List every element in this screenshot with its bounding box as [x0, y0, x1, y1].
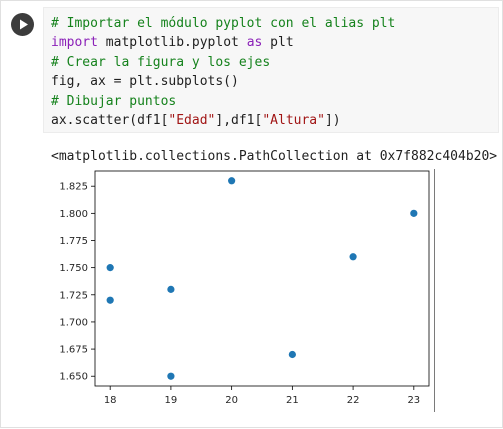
- scatter-point: [288, 350, 296, 359]
- scatter-point: [106, 264, 114, 272]
- code-line: import matplotlib.pyplot as plt: [51, 33, 498, 52]
- output-scroll-divider: [434, 169, 435, 412]
- scatter-point: [228, 177, 236, 185]
- scatter-point: [410, 209, 418, 217]
- code-line: # Crear la figura y los ejes: [51, 53, 498, 72]
- scatter-point: [349, 253, 357, 261]
- code-line: # Importar el módulo pyplot con el alias…: [51, 14, 498, 33]
- code-token-keyword: as: [246, 35, 263, 51]
- code-token-plain: fig, ax = plt.subplots(): [51, 74, 239, 90]
- scatter-point: [167, 372, 175, 380]
- x-tick-label: 23: [407, 395, 420, 406]
- output-text: <matplotlib.collections.PathCollection a…: [51, 149, 498, 164]
- plot-axes-frame: [94, 170, 430, 387]
- code-token-plain: plt: [262, 35, 294, 51]
- code-token-keyword: import: [51, 35, 98, 51]
- code-token-plain: ],df1[: [215, 112, 263, 128]
- y-tick-label: 1.750: [59, 263, 88, 274]
- run-cell-button[interactable]: [11, 13, 34, 36]
- code-line: fig, ax = plt.subplots(): [51, 72, 498, 91]
- play-icon: [20, 19, 28, 30]
- y-tick-label: 1.725: [59, 290, 88, 301]
- y-tick-label: 1.800: [59, 209, 88, 220]
- code-line: # Dibujar puntos: [51, 92, 498, 111]
- code-editor[interactable]: # Importar el módulo pyplot con el alias…: [43, 7, 499, 133]
- x-tick-label: 22: [347, 395, 360, 406]
- scatter-point: [167, 285, 175, 293]
- code-token-string: "Edad": [168, 112, 216, 128]
- code-token-comment: # Importar el módulo pyplot con el alias…: [51, 16, 396, 31]
- y-tick-label: 1.825: [59, 182, 88, 193]
- x-tick-label: 21: [286, 395, 299, 406]
- code-token-comment: # Crear la figura y los ejes: [51, 54, 271, 70]
- scatter-point: [106, 296, 114, 304]
- code-token-comment: # Dibujar puntos: [51, 93, 177, 109]
- x-tick-label: 20: [225, 395, 238, 406]
- y-tick-label: 1.675: [59, 345, 88, 356]
- code-token-plain: ]): [324, 112, 341, 128]
- y-tick-label: 1.650: [59, 372, 88, 383]
- x-tick-label: 19: [165, 395, 178, 406]
- y-tick-label: 1.700: [59, 317, 88, 328]
- code-token-plain: matplotlib.pyplot: [97, 35, 247, 51]
- y-tick-label: 1.775: [59, 236, 88, 247]
- code-token-string: "Altura": [262, 112, 325, 128]
- code-line: ax.scatter(df1["Edad"],df1["Altura"]): [51, 111, 498, 130]
- x-tick-label: 18: [104, 395, 117, 406]
- code-token-plain: ax.scatter(df1[: [51, 112, 169, 128]
